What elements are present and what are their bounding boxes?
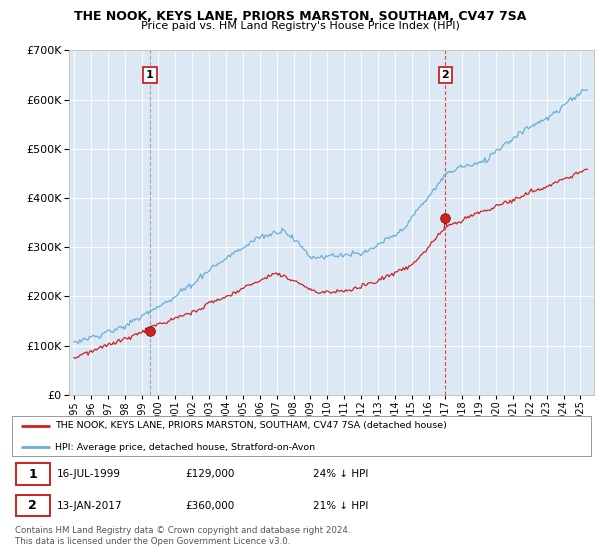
Text: 21% ↓ HPI: 21% ↓ HPI [313, 501, 368, 511]
Text: Contains HM Land Registry data © Crown copyright and database right 2024.
This d: Contains HM Land Registry data © Crown c… [15, 526, 350, 546]
Text: 1: 1 [146, 70, 154, 80]
Text: THE NOOK, KEYS LANE, PRIORS MARSTON, SOUTHAM, CV47 7SA (detached house): THE NOOK, KEYS LANE, PRIORS MARSTON, SOU… [55, 421, 448, 430]
Text: 13-JAN-2017: 13-JAN-2017 [57, 501, 122, 511]
Text: 16-JUL-1999: 16-JUL-1999 [57, 469, 121, 479]
FancyBboxPatch shape [16, 495, 50, 516]
Text: 1: 1 [28, 468, 37, 480]
Text: 2: 2 [442, 70, 449, 80]
Text: 24% ↓ HPI: 24% ↓ HPI [313, 469, 368, 479]
Text: 2: 2 [28, 499, 37, 512]
Text: HPI: Average price, detached house, Stratford-on-Avon: HPI: Average price, detached house, Stra… [55, 443, 316, 452]
Text: £129,000: £129,000 [186, 469, 235, 479]
Text: Price paid vs. HM Land Registry's House Price Index (HPI): Price paid vs. HM Land Registry's House … [140, 21, 460, 31]
Text: £360,000: £360,000 [186, 501, 235, 511]
FancyBboxPatch shape [16, 463, 50, 484]
Text: THE NOOK, KEYS LANE, PRIORS MARSTON, SOUTHAM, CV47 7SA: THE NOOK, KEYS LANE, PRIORS MARSTON, SOU… [74, 10, 526, 22]
